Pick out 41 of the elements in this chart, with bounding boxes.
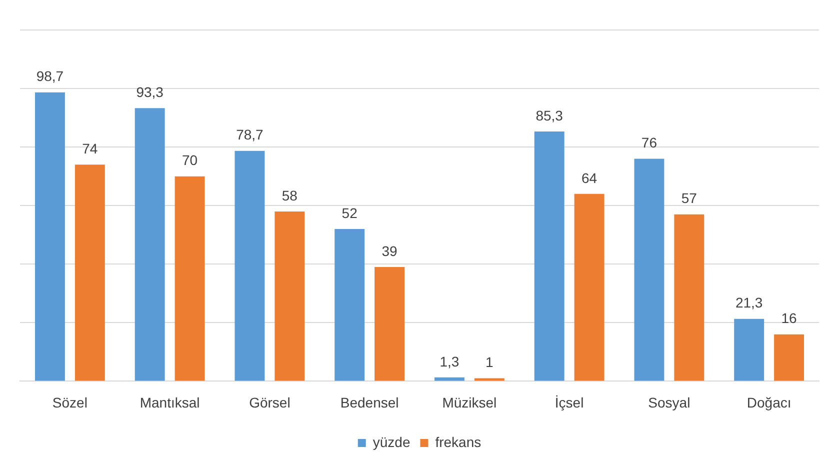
x-tick-label: Görsel [249,394,290,410]
x-tick-label: Bedensel [340,394,399,410]
bar [774,334,804,381]
data-label: 78,7 [236,126,264,143]
x-tick-label: Sosyal [648,394,690,410]
x-tick-label: Mantıksal [140,394,200,410]
x-tick-label: İçsel [554,394,584,410]
data-label: 1,3 [440,353,460,370]
data-label: 70 [182,152,198,168]
data-label: 85,3 [536,107,564,124]
bar [434,377,464,381]
bar [634,158,664,381]
bar [674,214,704,381]
x-tick-label: Müziksel [442,394,497,410]
bar [574,194,604,381]
bar [334,229,365,381]
bar [34,92,65,381]
data-label: 93,3 [136,84,164,100]
data-label: 58 [282,187,298,204]
bar [174,176,205,381]
data-label: 21,3 [735,294,763,311]
bar [534,132,564,381]
legend-label: frekans [435,434,482,450]
data-label: 16 [781,310,798,326]
data-label: 52 [342,204,358,221]
data-label: 39 [382,242,398,259]
legend-label: yüzde [372,434,410,450]
bar [734,318,764,381]
data-label: 76 [641,134,658,151]
bar [234,150,265,381]
bar [274,211,305,381]
data-label: 57 [681,190,698,206]
bar [374,267,405,381]
bar [134,108,165,381]
data-label: 64 [582,170,598,186]
x-tick-label: Sözel [52,394,88,410]
data-label: 98,7 [36,68,64,84]
x-tick-label: Doğacı [746,394,792,410]
data-label: 1 [486,354,494,370]
data-label: 74 [82,140,98,156]
bar [74,164,105,381]
